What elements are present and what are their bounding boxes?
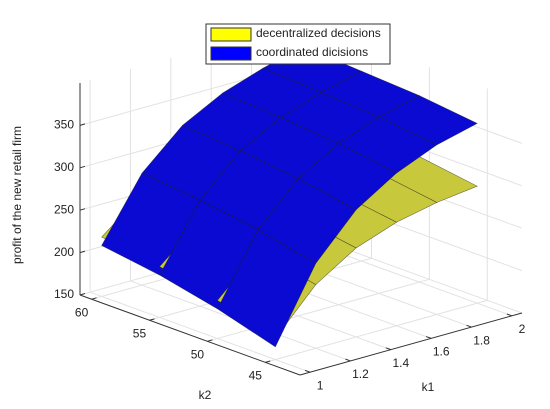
y-axis-label: k2	[199, 388, 212, 402]
legend: decentralized decisions coordinated dicis…	[205, 23, 391, 65]
z-tick-label: 200	[54, 245, 74, 259]
z-tick	[79, 123, 86, 126]
grid-line	[265, 299, 488, 363]
x-tick-label: 1.4	[392, 356, 409, 370]
legend-label: coordinated dicisions	[256, 45, 368, 59]
z-tick	[79, 165, 86, 169]
z-tick-label: 150	[54, 287, 74, 301]
z-tick-label: 250	[54, 202, 74, 216]
z-axis-label: profit of the new retail firm	[10, 126, 24, 264]
z-tick	[79, 250, 86, 254]
x-tick-label: 2	[519, 322, 526, 336]
x-axis-label: k1	[422, 380, 435, 394]
x-tick-label: 1.8	[473, 333, 490, 347]
grid-line	[89, 291, 311, 373]
y-tick-label: 60	[75, 305, 89, 319]
legend-swatch	[210, 27, 252, 42]
legend-label: decentralized decisions	[256, 26, 381, 40]
x-tick	[304, 369, 311, 373]
x-tick	[426, 336, 432, 339]
x-tick-label: 1.6	[433, 345, 450, 359]
y-tick	[207, 339, 213, 342]
z-tick-label: 350	[54, 118, 74, 132]
x-tick	[466, 324, 472, 328]
x-tick	[345, 358, 351, 362]
x-axis	[299, 312, 523, 376]
z-tick	[79, 293, 86, 296]
x-tick	[385, 347, 391, 351]
surface-face	[217, 229, 317, 348]
y-axis	[79, 294, 301, 376]
y-tick-label: 45	[249, 369, 263, 383]
legend-swatch	[210, 46, 252, 61]
z-tick	[79, 208, 86, 211]
y-tick	[265, 360, 271, 363]
x-tick-label: 1.2	[352, 367, 369, 381]
grid-line	[207, 278, 430, 342]
y-tick-label: 55	[133, 326, 147, 340]
x-tick	[506, 313, 513, 317]
y-tick-label: 50	[191, 347, 205, 361]
x-tick-label: 1	[317, 378, 324, 392]
z-tick-label: 300	[54, 160, 74, 174]
y-tick	[91, 297, 97, 300]
y-tick	[149, 318, 155, 321]
